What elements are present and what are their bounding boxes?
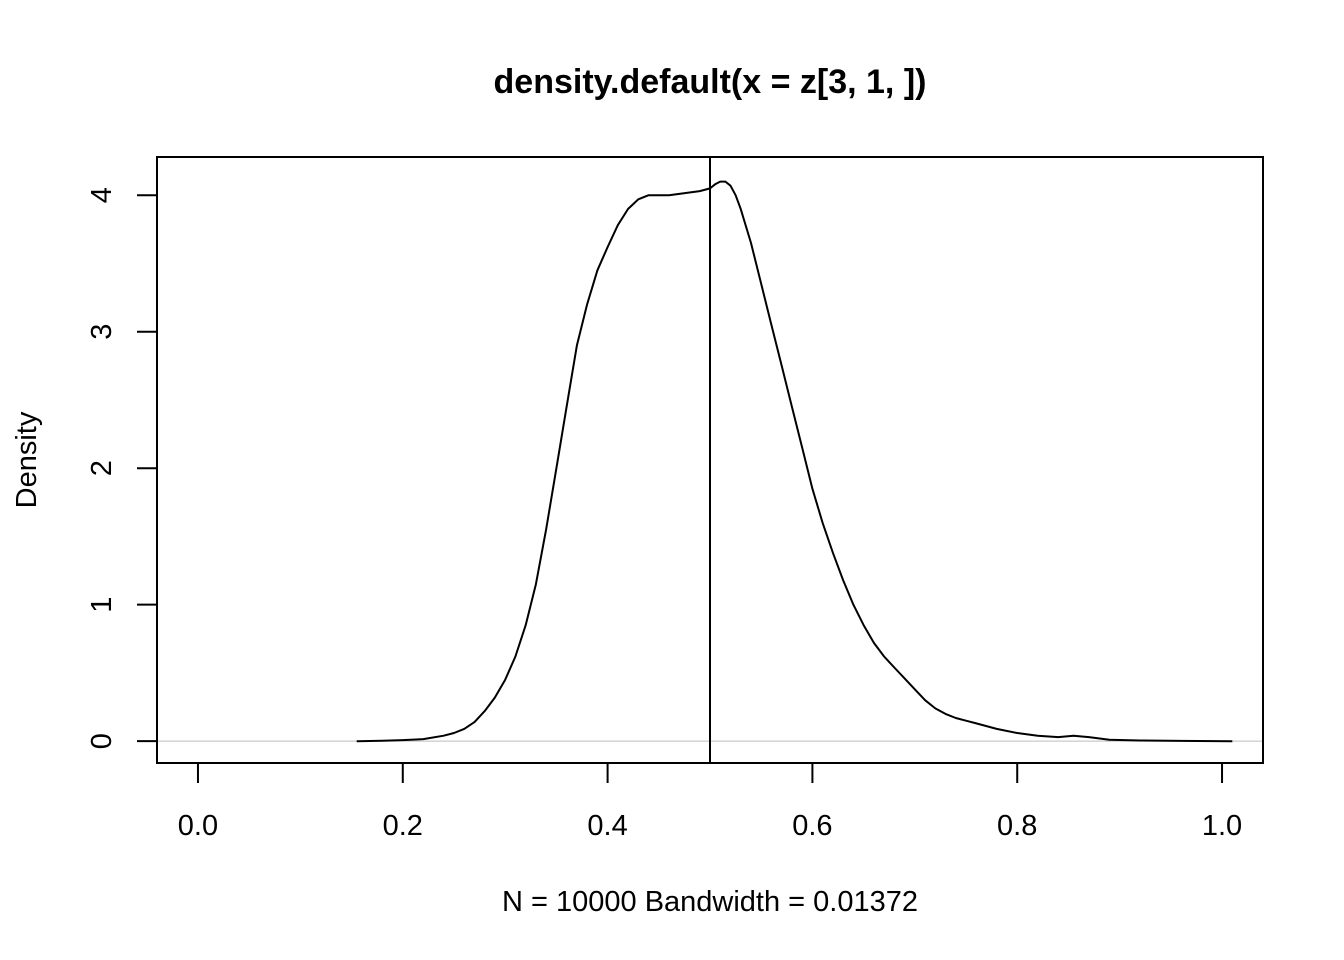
x-tick-label: 0.8 (997, 810, 1037, 842)
x-axis-label: N = 10000 Bandwidth = 0.01372 (502, 886, 918, 918)
x-tick-label: 0.6 (792, 810, 832, 842)
x-tick-label: 0.0 (178, 810, 218, 842)
x-axis: 0.0 0.2 0.4 0.6 0.8 1.0 (178, 762, 1242, 842)
y-tick-label: 1 (86, 597, 118, 613)
y-tick-label: 2 (86, 460, 118, 476)
y-axis-label: Density (11, 411, 43, 508)
plot-frame (156, 156, 1264, 764)
y-axis: 0 1 2 3 4 (86, 187, 158, 749)
x-tick-label: 1.0 (1202, 810, 1242, 842)
y-tick-label: 4 (86, 187, 118, 203)
x-tick-label: 0.4 (587, 810, 627, 842)
density-curve (356, 180, 1233, 743)
x-tick-label: 0.2 (383, 810, 423, 842)
y-tick-label: 3 (86, 324, 118, 340)
chart-title: density.default(x = z[3, 1, ]) (494, 63, 927, 101)
plot-area (157, 157, 1263, 763)
y-tick-label: 0 (86, 733, 118, 749)
